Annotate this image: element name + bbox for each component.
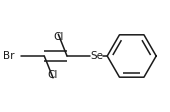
Text: Se: Se	[90, 51, 103, 61]
Text: Br: Br	[3, 51, 15, 61]
Text: Cl: Cl	[48, 70, 58, 81]
Text: Cl: Cl	[53, 31, 63, 42]
